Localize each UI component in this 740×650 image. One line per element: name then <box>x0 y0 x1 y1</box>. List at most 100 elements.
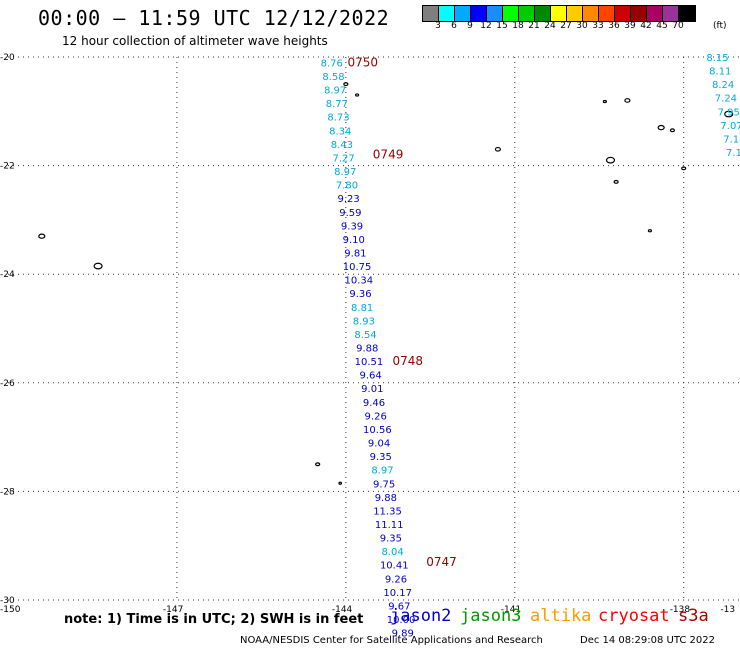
footer-note: note: 1) Time is in UTC; 2) SWH is in fe… <box>64 612 364 627</box>
colorbar-swatch <box>423 6 439 21</box>
lon-tick-label: -13 <box>720 605 735 615</box>
wave-height-label: 10.34 <box>344 276 373 287</box>
colorbar-swatch <box>535 6 551 21</box>
pass-time-label: 0749 <box>373 148 404 162</box>
wave-height-label: 9.23 <box>338 194 360 205</box>
wave-height-label: 9.35 <box>380 534 402 545</box>
wave-height-label: 8.97 <box>324 86 346 97</box>
wave-height-label: 8.97 <box>371 466 393 477</box>
wave-height-label: 9.67 <box>388 601 410 612</box>
colorbar-swatch <box>599 6 615 21</box>
wave-height-label: 8.93 <box>353 316 375 327</box>
colorbar-swatch <box>551 6 567 21</box>
lat-tick-label: -28 <box>0 487 15 497</box>
island-outline <box>657 124 665 131</box>
colorbar-swatch <box>679 6 695 21</box>
colorbar-label: 45 <box>656 21 668 31</box>
wave-height-label: 9.88 <box>375 493 397 504</box>
pass-time-label: 0750 <box>347 55 378 69</box>
wave-height-label: 9.59 <box>339 208 361 219</box>
colorbar-label: 12 <box>480 21 492 31</box>
wave-height-label: 7.24 <box>715 94 737 105</box>
island-outline <box>38 233 46 239</box>
wave-height-label: 8.58 <box>322 72 344 83</box>
wave-height-label: 10.00 <box>387 615 416 626</box>
colorbar-swatch <box>663 6 679 21</box>
wave-height-label: 9.39 <box>341 221 363 232</box>
wave-height-label: 9.26 <box>365 411 387 422</box>
island-outline <box>605 156 616 164</box>
island-outline <box>613 179 619 184</box>
lon-tick-label: -150 <box>0 605 21 615</box>
colorbar-swatch <box>583 6 599 21</box>
wave-height-label: 8.11 <box>709 67 731 78</box>
colorbar-label: 21 <box>528 21 540 31</box>
legend-jason3: jason3 <box>460 606 522 626</box>
map-title: 00:00 – 11:59 UTC 12/12/2022 <box>38 6 390 30</box>
colorbar-label: 33 <box>592 21 604 31</box>
lon-tick-label: -144 <box>332 605 353 615</box>
wave-height-label: 7.95 <box>718 107 740 118</box>
island-outline <box>338 481 343 485</box>
colorbar-label: 9 <box>467 21 473 31</box>
colorbar-swatch <box>631 6 647 21</box>
wave-height-label: 9.10 <box>343 235 365 246</box>
wave-height-label: 9.88 <box>356 344 378 355</box>
colorbar-label: 3 <box>435 21 441 31</box>
wave-height-label: 8.97 <box>334 167 356 178</box>
wave-height-label: 8.43 <box>331 140 353 151</box>
wave-height-label: 9.46 <box>363 398 385 409</box>
colorbar-label: 6 <box>451 21 457 31</box>
wave-height-label: 9.01 <box>361 384 383 395</box>
legend-cryosat: cryosat <box>598 606 670 626</box>
wave-height-label: 10.41 <box>380 561 409 572</box>
wave-height-label: 9.35 <box>370 452 392 463</box>
wave-height-label: 8.77 <box>326 99 348 110</box>
colorbar-label: 39 <box>624 21 636 31</box>
wave-height-label: 7.27 <box>332 153 354 164</box>
lat-tick-label: -24 <box>0 270 15 280</box>
wave-height-label: 9.89 <box>392 629 414 640</box>
wave-height-label: 10.56 <box>363 425 392 436</box>
wave-height-label: 9.36 <box>349 289 371 300</box>
wave-height-label: 8.24 <box>712 80 734 91</box>
island-outline <box>494 146 501 152</box>
wave-height-label: 8.34 <box>329 126 351 137</box>
colorbar-swatch <box>519 6 535 21</box>
pass-time-label: 0747 <box>426 555 457 569</box>
wave-height-label: 8.15 <box>706 53 728 64</box>
wave-height-colorbar <box>422 5 696 22</box>
island-outline <box>315 462 321 467</box>
wave-height-label: 9.04 <box>368 439 390 450</box>
lat-tick-label: -20 <box>0 53 15 63</box>
island-outline <box>602 99 607 104</box>
island-outline <box>681 166 687 171</box>
wave-height-label: 8.76 <box>321 58 343 69</box>
colorbar-label: 24 <box>544 21 556 31</box>
legend-altika: altika <box>530 606 592 626</box>
legend-s3a: s3a <box>678 606 709 626</box>
wave-height-label: 9.75 <box>373 479 395 490</box>
island-outline <box>343 82 349 87</box>
colorbar-label: 70 <box>672 21 684 31</box>
colorbar-swatch <box>647 6 663 21</box>
colorbar-swatch <box>455 6 471 21</box>
credit-timestamp: Dec 14 08:29:08 UTC 2022 <box>580 635 715 646</box>
colorbar-label: 27 <box>560 21 572 31</box>
wave-height-label: 10.17 <box>383 588 412 599</box>
wave-height-label: 7.80 <box>336 181 358 192</box>
wave-height-label: 10.51 <box>355 357 384 368</box>
colorbar-swatch <box>503 6 519 21</box>
island-outline <box>647 229 653 233</box>
wave-height-label: 11.35 <box>373 506 402 517</box>
island-outline <box>624 98 631 103</box>
lon-tick-label: -147 <box>163 605 183 615</box>
lat-tick-label: -30 <box>0 596 15 606</box>
island-outline <box>724 110 734 118</box>
island-outline <box>355 93 360 97</box>
island-outline <box>669 128 676 133</box>
colorbar-swatch <box>615 6 631 21</box>
wave-height-label: 10.75 <box>343 262 372 273</box>
wave-height-label: 8.73 <box>327 113 349 124</box>
